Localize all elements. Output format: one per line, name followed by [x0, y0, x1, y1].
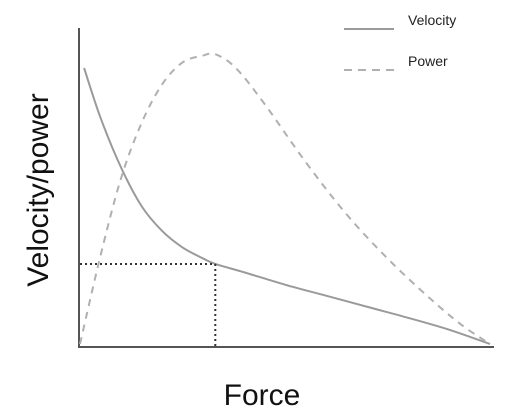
legend-label-power: Power: [408, 53, 448, 69]
legend: Velocity Power: [344, 12, 456, 71]
series-line-velocity: [83, 67, 491, 345]
x-axis-title: Force: [224, 379, 301, 412]
legend-label-velocity: Velocity: [408, 12, 456, 28]
reference-lines: [80, 262, 217, 347]
y-axis-title: Velocity/power: [22, 93, 55, 286]
axes: [78, 28, 494, 348]
series-line-power: [79, 52, 491, 345]
series-layer: [79, 52, 491, 345]
